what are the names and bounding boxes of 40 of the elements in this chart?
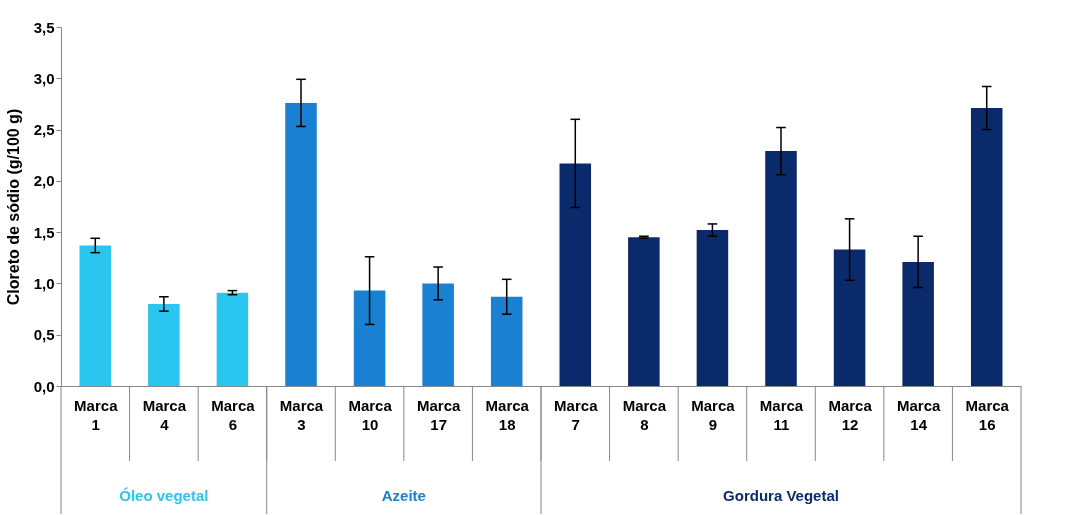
x-tick-label: Marca 3 <box>279 396 324 433</box>
bar <box>216 292 249 386</box>
x-tick-label: Marca 4 <box>142 396 187 433</box>
bar <box>490 296 523 386</box>
y-tick-label: 2,0 <box>33 172 55 190</box>
y-tick-label: 3,0 <box>33 69 55 87</box>
x-tick-label: Marca 17 <box>416 396 461 433</box>
x-tick-label: Marca 7 <box>554 396 599 433</box>
bar <box>902 261 934 386</box>
x-tick-label: Marca 11 <box>759 396 804 433</box>
y-tick-label: 2,5 <box>33 121 55 139</box>
bar <box>422 283 454 386</box>
bar <box>79 245 112 386</box>
bar <box>353 290 386 386</box>
text: Óleo vegetal <box>119 487 209 504</box>
bar <box>833 249 866 386</box>
x-tick-label: Marca 8 <box>622 396 667 433</box>
bar <box>696 230 729 386</box>
bar <box>285 102 317 386</box>
bar <box>765 151 797 386</box>
y-tick-label: 3,5 <box>33 18 55 36</box>
x-tick-label: Marca 6 <box>211 396 256 433</box>
y-tick-label: 0,0 <box>33 377 55 395</box>
bar <box>148 303 180 386</box>
y-tick-label: 1,5 <box>33 223 55 241</box>
x-tick-label: Marca 14 <box>896 396 941 433</box>
y-tick-label: 0,5 <box>33 326 55 344</box>
x-tick-label: Marca 10 <box>348 396 393 433</box>
bar <box>559 163 592 386</box>
bar <box>628 237 660 386</box>
y-tick-label: 1,0 <box>33 274 55 292</box>
x-tick-label: Marca 1 <box>74 396 119 433</box>
text: Gordura Vegetal <box>723 487 839 504</box>
x-tick-label: Marca 9 <box>691 396 736 433</box>
text: Azeite <box>381 487 426 504</box>
y-axis-title: Cloreto de sódio (g/100 g) <box>4 108 22 306</box>
x-tick-label: Marca 16 <box>965 396 1010 433</box>
x-tick-label: Marca 18 <box>485 396 530 433</box>
x-tick-label: Marca 12 <box>828 396 873 433</box>
bar <box>970 108 1003 386</box>
